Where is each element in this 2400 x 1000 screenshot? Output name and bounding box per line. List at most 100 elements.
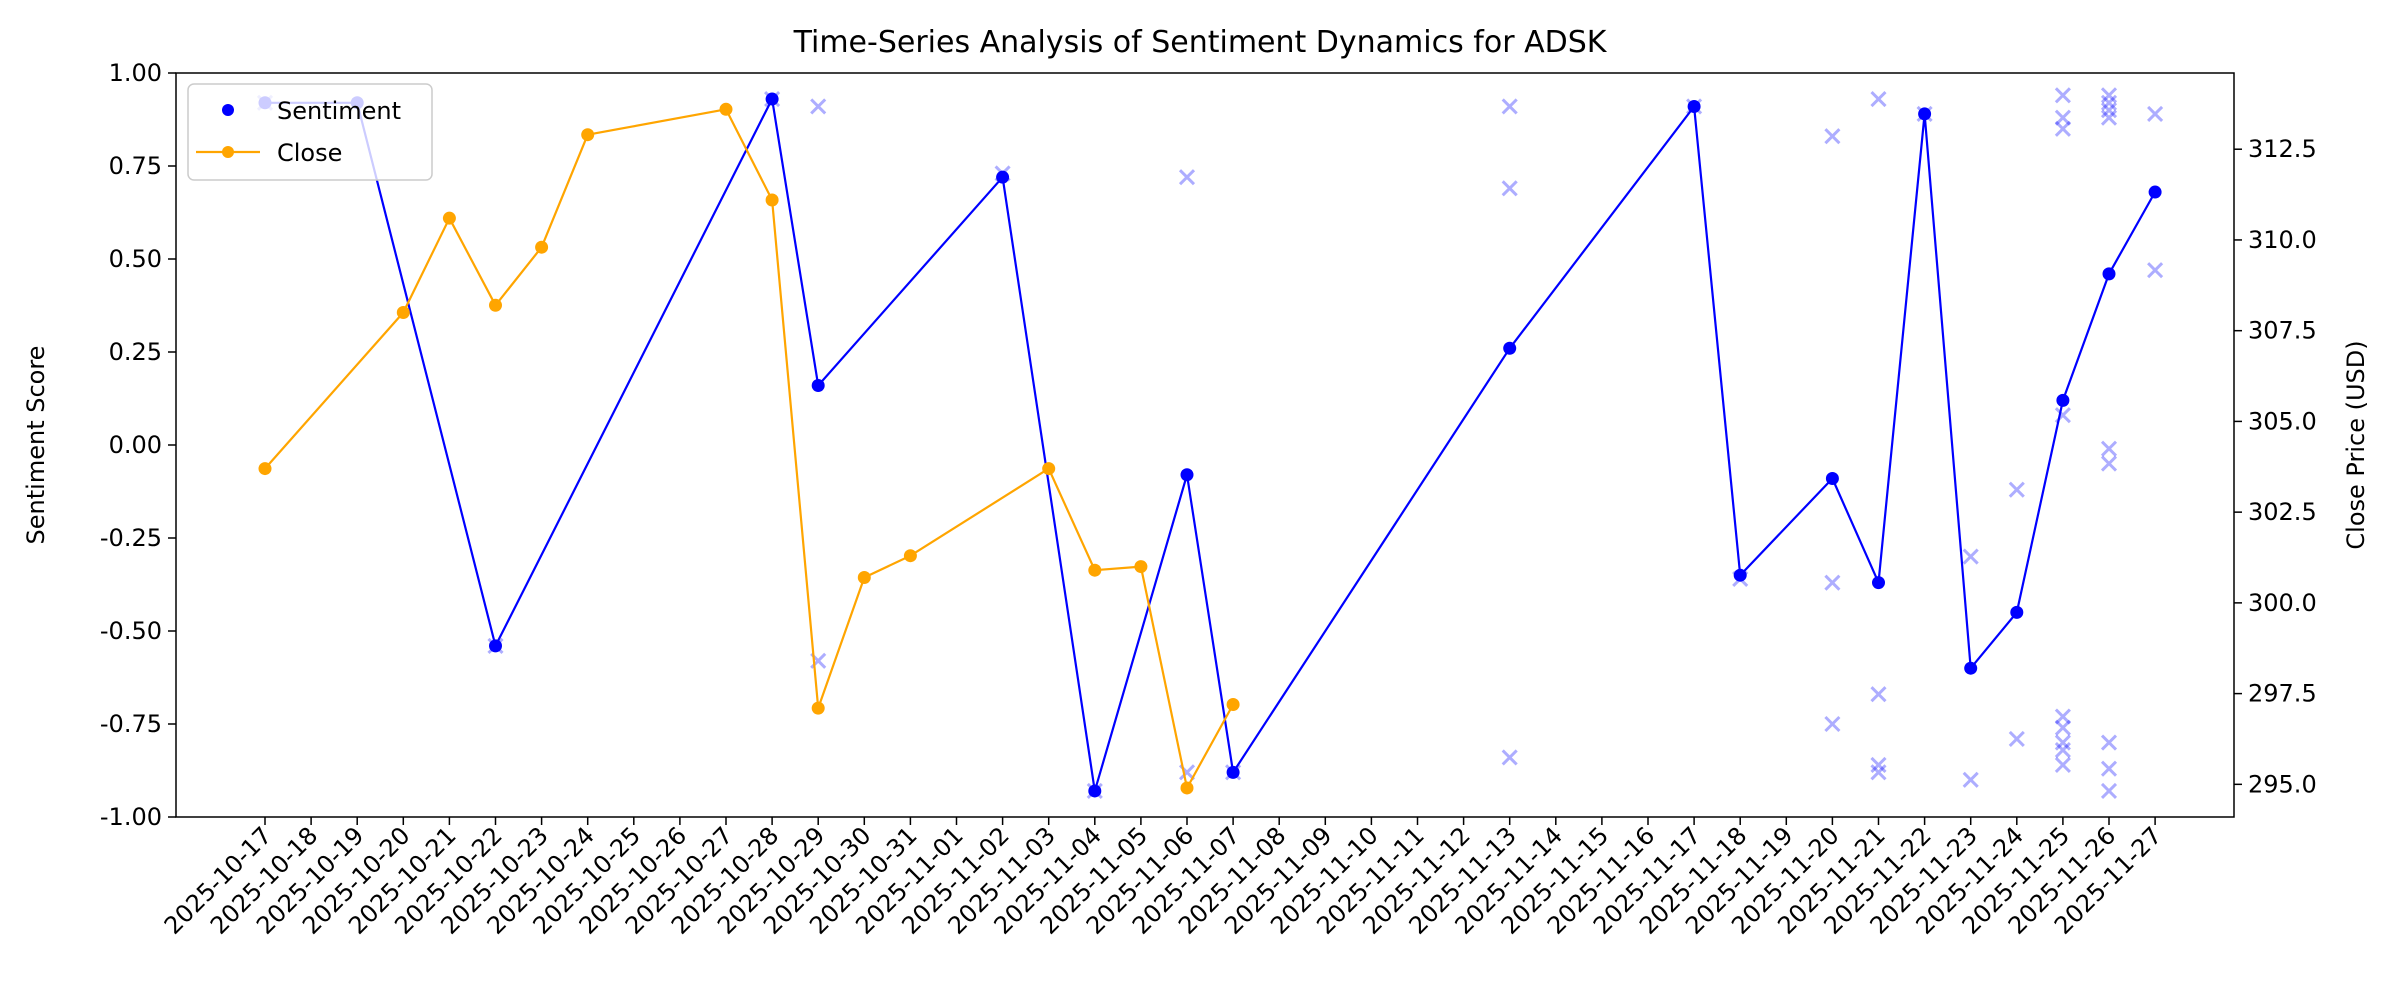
sentiment-point	[1226, 765, 1240, 779]
sentiment-observation-marker	[1501, 749, 1518, 766]
close-point	[442, 211, 456, 225]
sentiment-point	[1503, 341, 1517, 355]
sentiment-point	[2010, 605, 2024, 619]
y-tick-label: -1.00	[100, 803, 162, 831]
y2-tick-label: 305.0	[2248, 407, 2317, 435]
sentiment-observation-marker	[1870, 764, 1887, 781]
y2-tick-label: 300.0	[2248, 589, 2317, 617]
sentiment-observation-marker	[2100, 455, 2118, 472]
close-point	[1042, 462, 1056, 476]
y2-tick-label: 297.5	[2248, 680, 2317, 708]
sentiment-observation-marker	[1870, 686, 1887, 703]
y-tick-label: 0.75	[109, 152, 162, 180]
legend: Sentiment Close	[187, 83, 433, 181]
sentiment-point	[996, 170, 1010, 184]
sentiment-observation-marker	[2100, 734, 2118, 751]
sentiment-observation-marker	[1870, 756, 1887, 773]
sentiment-point	[2148, 185, 2162, 199]
sentiment-observation-marker	[1501, 98, 1518, 115]
close-point	[765, 193, 779, 207]
sentiment-observation-marker	[2100, 87, 2118, 104]
close-point	[581, 128, 595, 142]
sentiment-observation-marker	[1824, 715, 1841, 733]
y-tick-label: 1.00	[109, 59, 162, 87]
sentiment-observation-marker	[1870, 90, 1887, 108]
sentiment-observation-marker	[1501, 180, 1518, 197]
sentiment-observation-marker	[2100, 94, 2118, 111]
y-tick-label: -0.75	[100, 710, 162, 738]
close-point	[258, 462, 272, 476]
sentiment-point	[1180, 468, 1194, 482]
sentiment-point	[1872, 576, 1885, 590]
sentiment-observation-marker	[2054, 741, 2071, 759]
sentiment-observation-marker	[2054, 109, 2071, 126]
sentiment-point	[1918, 107, 1932, 121]
close-point	[903, 549, 917, 563]
y2-tick-label: 310.0	[2248, 226, 2317, 254]
sentiment-observation-marker	[1824, 128, 1841, 145]
sentiment-observation-marker	[810, 98, 827, 115]
plot-frame	[175, 72, 2235, 818]
sentiment-observation-marker	[2100, 102, 2118, 119]
sentiment-observation-marker	[2100, 440, 2118, 457]
close-point	[489, 298, 502, 312]
y-tick-label: 0.50	[109, 245, 162, 273]
close-point	[1134, 560, 1148, 574]
sentiment-point	[489, 639, 502, 653]
left-axis-label: Sentiment Score	[22, 346, 50, 545]
sentiment-observation-marker	[2054, 756, 2071, 773]
sentiment-observation-marker	[2147, 105, 2164, 122]
sentiment-point	[811, 378, 825, 392]
y-tick-label: -0.50	[100, 617, 162, 645]
plot-area: -1.00 -0.75 -0.50 -0.25 0.00 0.25 0.50 0.75 1.00…	[100, 59, 2317, 940]
sentiment-point	[765, 92, 779, 106]
sentiment-observation-marker	[1962, 548, 1979, 565]
y-tick-label: 0.00	[109, 431, 162, 459]
sentiment-point	[1964, 661, 1978, 675]
sentiment-point	[2056, 393, 2070, 407]
sentiment-observation-marker	[2100, 109, 2118, 126]
sentiment-observation-marker	[2054, 719, 2071, 736]
legend-close-label: Close	[277, 139, 342, 167]
sentiment-line	[265, 97, 2157, 793]
close-point	[535, 240, 549, 254]
right-axis-label: Close Price (USD)	[2342, 340, 2370, 549]
sentiment-point	[2102, 267, 2116, 281]
y-tick-label: 0.25	[109, 338, 162, 366]
y2-tick-label: 302.5	[2248, 498, 2317, 526]
sentiment-observation-marker	[2100, 782, 2118, 800]
chart-title: Time-Series Analysis of Sentiment Dynami…	[793, 25, 1608, 60]
close-point	[811, 701, 825, 715]
y-tick-label: -0.25	[100, 524, 162, 552]
sentiment-point	[1088, 784, 1102, 798]
close-point	[1226, 697, 1240, 711]
sentiment-observation-marker	[2100, 760, 2118, 777]
legend-box	[187, 83, 433, 181]
sentiment-point	[1687, 99, 1701, 113]
legend-sentiment-label: Sentiment	[277, 97, 401, 125]
sentiment-point	[1825, 471, 1839, 485]
legend-sentiment-marker	[222, 104, 234, 116]
close-point	[1088, 563, 1102, 577]
sentiment-observation-marker	[1962, 771, 1979, 788]
close-line	[264, 108, 1235, 790]
y2-tick-label: 312.5	[2248, 135, 2317, 163]
sentiment-observation-marker	[2054, 708, 2071, 725]
sentiment-observation-marker	[2054, 87, 2071, 104]
sentiment-observation-marker	[2008, 730, 2025, 747]
sentiment-observation-marker	[2054, 734, 2071, 751]
close-point	[1180, 781, 1194, 795]
close-point	[857, 570, 871, 584]
close-point	[396, 306, 410, 320]
sentiment-observation-marker	[2147, 262, 2164, 279]
sentiment-point	[1733, 568, 1747, 582]
legend-close-marker	[222, 146, 234, 158]
close-point	[719, 102, 733, 116]
y2-tick-label: 307.5	[2248, 317, 2317, 345]
y2-tick-label: 295.0	[2248, 770, 2317, 798]
sentiment-observation-marker	[2008, 481, 2025, 498]
sentiment-observation-marker	[1824, 574, 1841, 591]
sentiment-observation-marker	[2054, 120, 2071, 137]
sentiment-observation-marker	[1178, 169, 1196, 186]
